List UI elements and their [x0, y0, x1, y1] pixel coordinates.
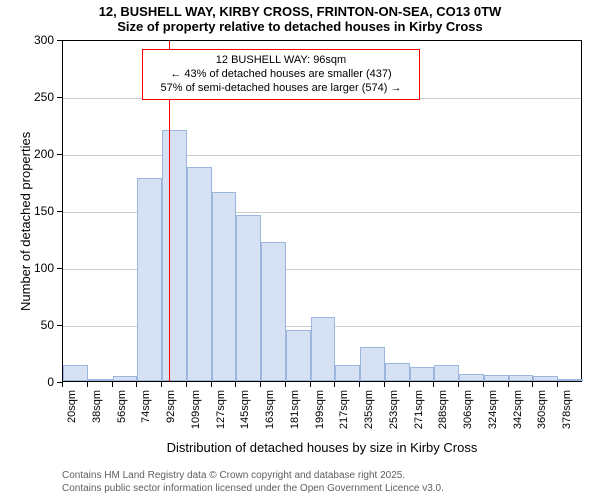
- histogram-bar: [385, 363, 410, 381]
- histogram-bar: [533, 376, 558, 381]
- x-tick-label: 271sqm: [413, 390, 425, 429]
- histogram-bar: [63, 365, 88, 381]
- histogram-bar: [261, 242, 286, 381]
- histogram-bar: [187, 167, 212, 381]
- y-tick-label: 150: [28, 204, 54, 218]
- histogram-bar: [137, 178, 162, 381]
- x-tick-label: 217sqm: [338, 390, 350, 429]
- y-tick-mark: [57, 154, 62, 155]
- x-axis-label: Distribution of detached houses by size …: [62, 440, 582, 455]
- x-tick-mark: [557, 382, 558, 387]
- x-tick-mark: [409, 382, 410, 387]
- y-tick-mark: [57, 211, 62, 212]
- histogram-bar: [335, 365, 360, 381]
- x-tick-label: 56sqm: [116, 390, 128, 423]
- x-tick-label: 163sqm: [264, 390, 276, 429]
- histogram-bar: [509, 375, 534, 381]
- x-tick-mark: [62, 382, 63, 387]
- x-tick-mark: [508, 382, 509, 387]
- annotation-box: 12 BUSHELL WAY: 96sqm← 43% of detached h…: [142, 49, 420, 100]
- histogram-bar: [434, 365, 459, 381]
- x-tick-label: 127sqm: [215, 390, 227, 429]
- x-tick-label: 181sqm: [289, 390, 301, 429]
- histogram-bar: [212, 192, 237, 381]
- histogram-bar: [484, 375, 509, 381]
- footer-attribution: Contains HM Land Registry data © Crown c…: [62, 470, 444, 495]
- y-tick-mark: [57, 325, 62, 326]
- x-tick-label: 342sqm: [512, 390, 524, 429]
- x-tick-mark: [87, 382, 88, 387]
- x-tick-mark: [211, 382, 212, 387]
- histogram-bar: [459, 374, 484, 381]
- annotation-line: ← 43% of detached houses are smaller (43…: [149, 68, 413, 82]
- x-tick-mark: [235, 382, 236, 387]
- x-tick-mark: [483, 382, 484, 387]
- x-tick-label: 199sqm: [314, 390, 326, 429]
- y-tick-label: 0: [28, 375, 54, 389]
- x-tick-label: 20sqm: [66, 390, 78, 423]
- histogram-bar: [286, 330, 311, 381]
- x-tick-label: 92sqm: [165, 390, 177, 423]
- histogram-bar: [88, 379, 113, 381]
- x-tick-label: 109sqm: [190, 390, 202, 429]
- x-tick-mark: [186, 382, 187, 387]
- chart-title-line1: 12, BUSHELL WAY, KIRBY CROSS, FRINTON-ON…: [0, 0, 600, 19]
- x-tick-mark: [458, 382, 459, 387]
- grid-line: [63, 155, 581, 156]
- y-tick-mark: [57, 268, 62, 269]
- x-tick-label: 288sqm: [437, 390, 449, 429]
- footer-line2: Contains public sector information licen…: [62, 483, 444, 496]
- plot-area: 12 BUSHELL WAY: 96sqm← 43% of detached h…: [62, 40, 582, 382]
- chart-title-line2: Size of property relative to detached ho…: [0, 19, 600, 34]
- x-tick-label: 235sqm: [363, 390, 375, 429]
- histogram-bar: [236, 215, 261, 381]
- annotation-line: 12 BUSHELL WAY: 96sqm: [149, 54, 413, 68]
- x-tick-mark: [359, 382, 360, 387]
- y-tick-label: 100: [28, 261, 54, 275]
- x-tick-mark: [260, 382, 261, 387]
- x-tick-label: 253sqm: [388, 390, 400, 429]
- x-tick-mark: [161, 382, 162, 387]
- annotation-line: 57% of semi-detached houses are larger (…: [149, 82, 413, 96]
- histogram-bar: [360, 347, 385, 381]
- x-tick-mark: [384, 382, 385, 387]
- x-tick-label: 306sqm: [462, 390, 474, 429]
- x-tick-label: 38sqm: [91, 390, 103, 423]
- x-tick-label: 360sqm: [536, 390, 548, 429]
- x-tick-mark: [433, 382, 434, 387]
- x-tick-mark: [310, 382, 311, 387]
- x-tick-mark: [112, 382, 113, 387]
- y-tick-label: 300: [28, 33, 54, 47]
- x-tick-mark: [532, 382, 533, 387]
- histogram-bar: [410, 367, 435, 381]
- x-tick-label: 378sqm: [561, 390, 573, 429]
- footer-line1: Contains HM Land Registry data © Crown c…: [62, 470, 444, 483]
- y-tick-label: 200: [28, 147, 54, 161]
- x-tick-mark: [285, 382, 286, 387]
- y-tick-mark: [57, 97, 62, 98]
- histogram-bar: [162, 130, 187, 381]
- x-tick-mark: [136, 382, 137, 387]
- y-tick-label: 250: [28, 90, 54, 104]
- histogram-bar: [113, 376, 138, 381]
- histogram-bar: [558, 379, 583, 381]
- histogram-bar: [311, 317, 336, 381]
- y-tick-label: 50: [28, 318, 54, 332]
- x-tick-label: 145sqm: [239, 390, 251, 429]
- x-tick-label: 74sqm: [140, 390, 152, 423]
- y-tick-mark: [57, 40, 62, 41]
- chart-container: 12, BUSHELL WAY, KIRBY CROSS, FRINTON-ON…: [0, 0, 600, 500]
- x-tick-mark: [334, 382, 335, 387]
- x-tick-label: 324sqm: [487, 390, 499, 429]
